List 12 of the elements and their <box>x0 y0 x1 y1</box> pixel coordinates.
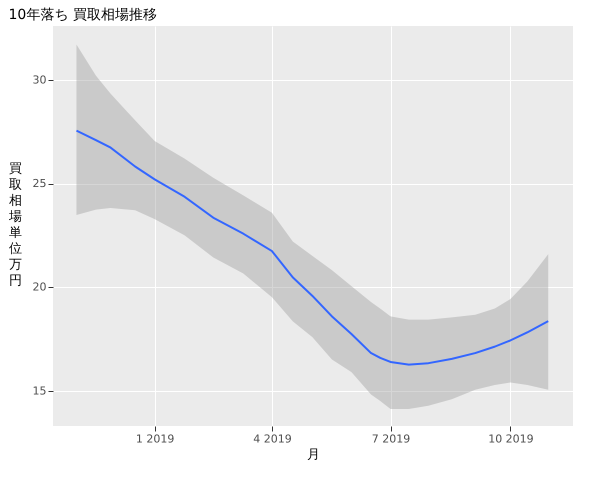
x-tick-label: 4 2019 <box>253 432 292 446</box>
x-axis-title: 月 <box>307 448 320 462</box>
y-tick-label: 30 <box>32 73 46 86</box>
y-tick-label: 20 <box>32 280 46 294</box>
line-series <box>75 130 550 366</box>
y-tick-label: 25 <box>32 177 46 190</box>
x-tick-label: 1 2019 <box>136 432 174 446</box>
x-tick-label: 10 2019 <box>488 432 534 446</box>
x-tick-label: 7 2019 <box>372 432 410 446</box>
chart-title: 10年落ち 買取相場推移 <box>8 7 157 23</box>
y-tick-label: 15 <box>32 384 46 398</box>
y-axis-title: 買取相場単位万円 <box>8 162 22 288</box>
